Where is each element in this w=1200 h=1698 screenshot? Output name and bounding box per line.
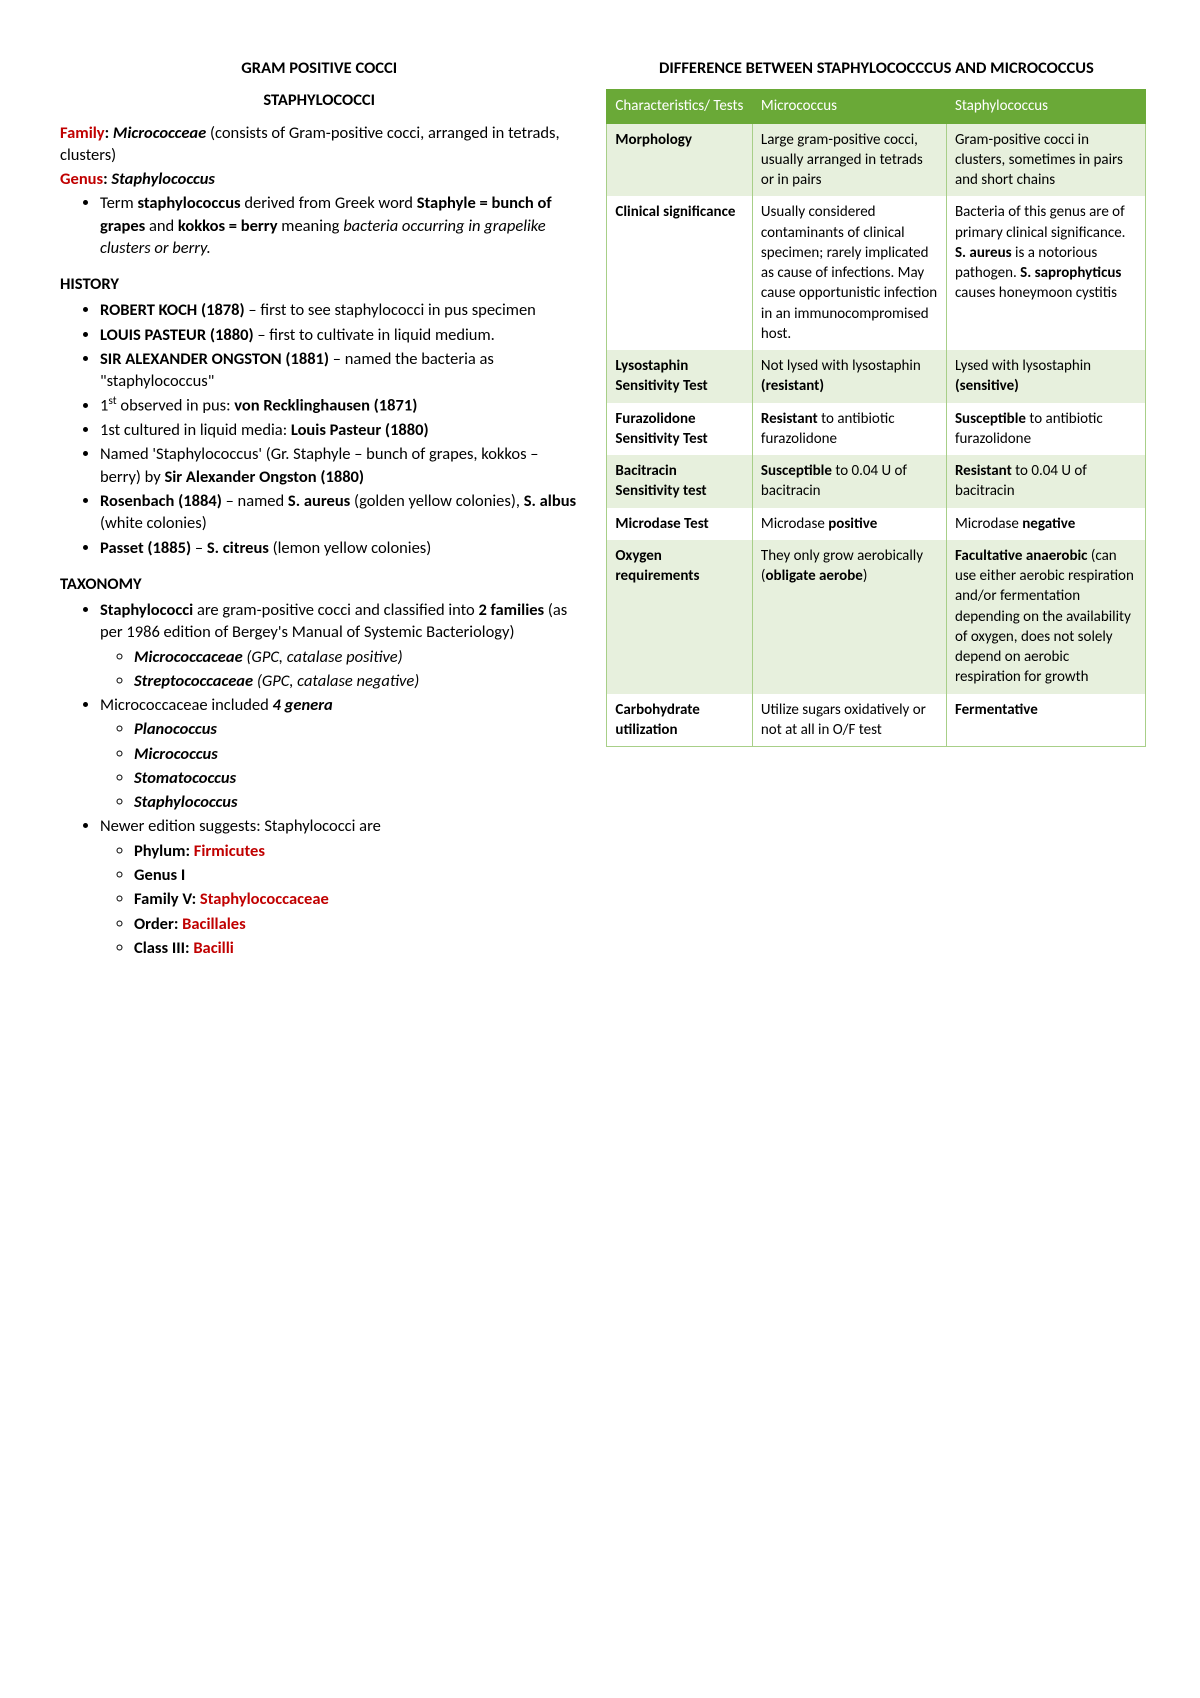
table-row: Microdase TestMicrodase positiveMicrodas…	[607, 508, 1146, 540]
table-cell: Microdase negative	[946, 508, 1145, 540]
table-header: Micrococcus	[752, 90, 946, 123]
table-row: Furazolidone Sensitivity TestResistant t…	[607, 403, 1146, 456]
table-cell: Utilize sugars oxidatively or not at all…	[752, 694, 946, 747]
history-item: Passet (1885) – S. citreus (lemon yellow…	[100, 537, 578, 559]
table-cell: Usually considered contaminants of clini…	[752, 196, 946, 350]
table-cell: Microdase positive	[752, 508, 946, 540]
taxonomy-heading: TAXONOMY	[60, 573, 578, 595]
taxonomy-subitem: Planococcus	[134, 718, 578, 740]
table-row: Oxygen requirementsThey only grow aerobi…	[607, 540, 1146, 694]
table-cell: Resistant to antibiotic furazolidone	[752, 403, 946, 456]
taxonomy-subitem: Streptococcaceae (GPC, catalase negative…	[134, 670, 578, 692]
taxonomy-item: Newer edition suggests: Staphylococci ar…	[100, 815, 578, 959]
table-title: DIFFERENCE BETWEEN STAPHYLOCOCCCUS AND M…	[606, 57, 1146, 79]
taxonomy-subitem: Family V: Staphylococcaceae	[134, 888, 578, 910]
history-list: ROBERT KOCH (1878) – first to see staphy…	[60, 299, 578, 558]
etymology-item: Term staphylococcus derived from Greek w…	[100, 192, 578, 259]
taxonomy-item: Staphylococci are gram-positive cocci an…	[100, 599, 578, 692]
history-item: LOUIS PASTEUR (1880) – first to cultivat…	[100, 324, 578, 346]
family-line: Family: Micrococceae (consists of Gram-p…	[60, 122, 578, 167]
table-cell: Carbohydrate utilization	[607, 694, 753, 747]
genus-label: Genus	[60, 169, 103, 189]
taxonomy-subitem: Genus I	[134, 864, 578, 886]
table-cell: Fermentative	[946, 694, 1145, 747]
taxonomy-subitem: Class III: Bacilli	[134, 937, 578, 959]
table-cell: Facultative anaerobic (can use either ae…	[946, 540, 1145, 694]
family-label: Family	[60, 123, 105, 143]
table-cell: Resistant to 0.04 U of bacitracin	[946, 455, 1145, 508]
table-cell: Lysostaphin Sensitivity Test	[607, 350, 753, 403]
history-heading: HISTORY	[60, 273, 578, 295]
table-header: Characteristics/ Tests	[607, 90, 753, 123]
table-header: Staphylococcus	[946, 90, 1145, 123]
history-item: Named 'Staphylococcus' (Gr. Staphyle – b…	[100, 443, 578, 488]
table-cell: Not lysed with lysostaphin (resistant)	[752, 350, 946, 403]
table-row: Lysostaphin Sensitivity TestNot lysed wi…	[607, 350, 1146, 403]
table-cell: Oxygen requirements	[607, 540, 753, 694]
table-header-row: Characteristics/ Tests Micrococcus Staph…	[607, 90, 1146, 123]
taxonomy-subitem: Order: Bacillales	[134, 913, 578, 935]
genus-line: Genus: Staphylococcus	[60, 168, 578, 190]
table-row: MorphologyLarge gram-positive cocci, usu…	[607, 123, 1146, 196]
table-cell: Clinical significance	[607, 196, 753, 350]
genus-value: Staphylococcus	[111, 169, 215, 189]
table-cell: Susceptible to antibiotic furazolidone	[946, 403, 1145, 456]
table-cell: Microdase Test	[607, 508, 753, 540]
taxonomy-item: Micrococcaceae included 4 genera Planoco…	[100, 694, 578, 813]
taxonomy-subitem: Micrococcaceae (GPC, catalase positive)	[134, 646, 578, 668]
table-cell: They only grow aerobically (obligate aer…	[752, 540, 946, 694]
table-cell: Large gram-positive cocci, usually arran…	[752, 123, 946, 196]
left-column: GRAM POSITIVE COCCI STAPHYLOCOCCI Family…	[60, 55, 578, 961]
history-item: ROBERT KOCH (1878) – first to see staphy…	[100, 299, 578, 321]
table-cell: Lysed with lysostaphin (sensitive)	[946, 350, 1145, 403]
table-row: Carbohydrate utilizationUtilize sugars o…	[607, 694, 1146, 747]
history-item: Rosenbach (1884) – named S. aureus (gold…	[100, 490, 578, 535]
table-cell: Bacteria of this genus are of primary cl…	[946, 196, 1145, 350]
history-item: SIR ALEXANDER ONGSTON (1881) – named the…	[100, 348, 578, 393]
history-item: 1st observed in pus: von Recklinghausen …	[100, 394, 578, 417]
taxonomy-subitem: Micrococcus	[134, 743, 578, 765]
difference-table: Characteristics/ Tests Micrococcus Staph…	[606, 89, 1146, 747]
table-cell: Furazolidone Sensitivity Test	[607, 403, 753, 456]
taxonomy-list: Staphylococci are gram-positive cocci an…	[60, 599, 578, 959]
taxonomy-subitem: Phylum: Firmicutes	[134, 840, 578, 862]
page-title-2: STAPHYLOCOCCI	[60, 89, 578, 111]
right-column: DIFFERENCE BETWEEN STAPHYLOCOCCCUS AND M…	[606, 55, 1146, 961]
table-cell: Gram-positive cocci in clusters, sometim…	[946, 123, 1145, 196]
page-title-1: GRAM POSITIVE COCCI	[60, 57, 578, 79]
history-item: 1st cultured in liquid media: Louis Past…	[100, 419, 578, 441]
table-row: Clinical significanceUsually considered …	[607, 196, 1146, 350]
table-cell: Bacitracin Sensitivity test	[607, 455, 753, 508]
family-value: Micrococceae	[113, 123, 206, 143]
taxonomy-subitem: Stomatococcus	[134, 767, 578, 789]
table-row: Bacitracin Sensitivity testSusceptible t…	[607, 455, 1146, 508]
taxonomy-subitem: Staphylococcus	[134, 791, 578, 813]
table-cell: Morphology	[607, 123, 753, 196]
table-cell: Susceptible to 0.04 U of bacitracin	[752, 455, 946, 508]
